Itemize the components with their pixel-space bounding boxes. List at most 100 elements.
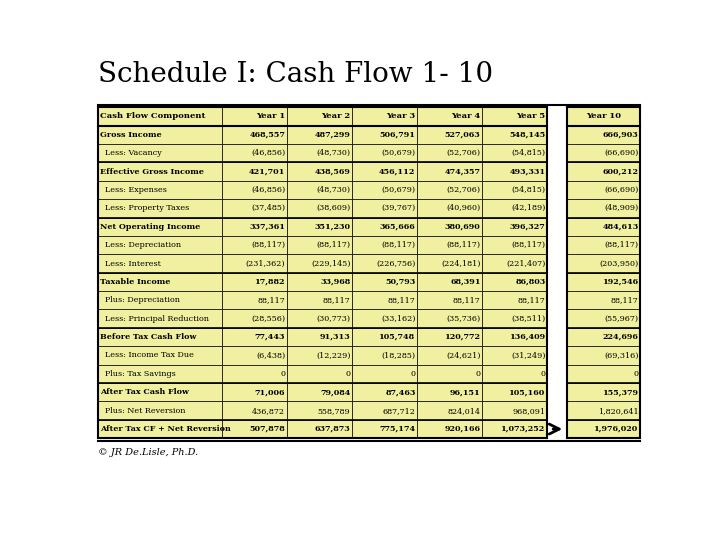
Text: 337,361: 337,361 bbox=[249, 222, 285, 231]
Text: Year 5: Year 5 bbox=[516, 112, 546, 120]
Text: 88,117: 88,117 bbox=[611, 296, 639, 305]
Bar bbox=[222, 364, 287, 383]
Text: 438,569: 438,569 bbox=[315, 167, 351, 176]
Text: Year 3: Year 3 bbox=[387, 112, 415, 120]
Bar bbox=[567, 181, 640, 199]
Text: (88,117): (88,117) bbox=[316, 241, 351, 249]
Bar bbox=[287, 181, 352, 199]
Bar bbox=[567, 364, 640, 383]
Bar bbox=[98, 346, 222, 364]
Text: Plus: Net Reversion: Plus: Net Reversion bbox=[100, 407, 186, 415]
Bar bbox=[567, 107, 640, 125]
Bar bbox=[98, 291, 222, 309]
Bar bbox=[417, 420, 482, 438]
Text: (224,181): (224,181) bbox=[441, 260, 481, 267]
Bar bbox=[98, 107, 222, 125]
Bar bbox=[287, 218, 352, 236]
Text: (88,117): (88,117) bbox=[605, 241, 639, 249]
Text: (18,285): (18,285) bbox=[382, 352, 415, 360]
Text: (35,736): (35,736) bbox=[446, 315, 481, 323]
Text: 600,212: 600,212 bbox=[603, 167, 639, 176]
Text: (231,362): (231,362) bbox=[246, 260, 285, 267]
Text: (229,145): (229,145) bbox=[311, 260, 351, 267]
Text: (55,967): (55,967) bbox=[605, 315, 639, 323]
Bar bbox=[98, 328, 222, 346]
Text: 0: 0 bbox=[634, 370, 639, 378]
Text: (48,730): (48,730) bbox=[316, 149, 351, 157]
Text: (6,438): (6,438) bbox=[256, 352, 285, 360]
Text: 468,557: 468,557 bbox=[249, 131, 285, 139]
Text: 558,789: 558,789 bbox=[318, 407, 351, 415]
Bar bbox=[287, 309, 352, 328]
Bar bbox=[98, 125, 222, 144]
Text: 33,968: 33,968 bbox=[320, 278, 351, 286]
Bar bbox=[287, 328, 352, 346]
Bar bbox=[567, 273, 640, 291]
Text: 96,151: 96,151 bbox=[450, 388, 481, 396]
Bar bbox=[567, 236, 640, 254]
Text: (37,485): (37,485) bbox=[251, 204, 285, 212]
Text: 527,063: 527,063 bbox=[445, 131, 481, 139]
Text: 91,313: 91,313 bbox=[320, 333, 351, 341]
Text: Less: Income Tax Due: Less: Income Tax Due bbox=[100, 352, 194, 360]
Bar bbox=[352, 236, 417, 254]
Text: 88,117: 88,117 bbox=[323, 296, 351, 305]
Text: 88,117: 88,117 bbox=[518, 296, 546, 305]
Text: (40,960): (40,960) bbox=[446, 204, 481, 212]
Bar bbox=[222, 254, 287, 273]
Bar bbox=[482, 364, 547, 383]
Text: (31,249): (31,249) bbox=[511, 352, 546, 360]
Text: 0: 0 bbox=[410, 370, 415, 378]
Text: 88,117: 88,117 bbox=[258, 296, 285, 305]
Text: Effective Gross Income: Effective Gross Income bbox=[100, 167, 204, 176]
Bar bbox=[482, 346, 547, 364]
Bar bbox=[417, 383, 482, 401]
Bar bbox=[482, 199, 547, 218]
Bar bbox=[222, 144, 287, 163]
Text: 1,976,020: 1,976,020 bbox=[595, 425, 639, 433]
Bar bbox=[222, 199, 287, 218]
Text: (42,189): (42,189) bbox=[511, 204, 546, 212]
Bar bbox=[352, 107, 417, 125]
Text: 487,299: 487,299 bbox=[315, 131, 351, 139]
Text: 365,666: 365,666 bbox=[379, 222, 415, 231]
Bar bbox=[352, 291, 417, 309]
Text: After Tax CF + Net Reversion: After Tax CF + Net Reversion bbox=[100, 425, 231, 433]
Bar bbox=[352, 328, 417, 346]
Bar bbox=[417, 364, 482, 383]
Text: (12,229): (12,229) bbox=[316, 352, 351, 360]
Text: 351,230: 351,230 bbox=[315, 222, 351, 231]
Bar bbox=[352, 346, 417, 364]
Text: 120,772: 120,772 bbox=[445, 333, 481, 341]
Bar bbox=[98, 163, 222, 181]
Bar bbox=[417, 181, 482, 199]
Text: Less: Interest: Less: Interest bbox=[100, 260, 161, 267]
Bar bbox=[287, 420, 352, 438]
Bar bbox=[98, 401, 222, 420]
Text: 68,391: 68,391 bbox=[450, 278, 481, 286]
Bar bbox=[352, 163, 417, 181]
Text: 0: 0 bbox=[476, 370, 481, 378]
Bar bbox=[352, 401, 417, 420]
Text: 920,166: 920,166 bbox=[445, 425, 481, 433]
Bar bbox=[482, 383, 547, 401]
Text: 484,613: 484,613 bbox=[603, 222, 639, 231]
Bar bbox=[352, 144, 417, 163]
Bar bbox=[567, 328, 640, 346]
Bar bbox=[222, 218, 287, 236]
Text: Year 1: Year 1 bbox=[256, 112, 285, 120]
Bar bbox=[222, 273, 287, 291]
Text: (88,117): (88,117) bbox=[446, 241, 481, 249]
Text: (69,316): (69,316) bbox=[604, 352, 639, 360]
Bar bbox=[482, 309, 547, 328]
Bar bbox=[482, 401, 547, 420]
Bar bbox=[417, 163, 482, 181]
Bar bbox=[287, 273, 352, 291]
Text: (226,756): (226,756) bbox=[376, 260, 415, 267]
Text: 88,117: 88,117 bbox=[388, 296, 415, 305]
Text: Less: Principal Reduction: Less: Principal Reduction bbox=[100, 315, 209, 323]
Text: 421,701: 421,701 bbox=[249, 167, 285, 176]
Text: (66,690): (66,690) bbox=[604, 149, 639, 157]
Bar bbox=[287, 401, 352, 420]
Bar bbox=[222, 309, 287, 328]
